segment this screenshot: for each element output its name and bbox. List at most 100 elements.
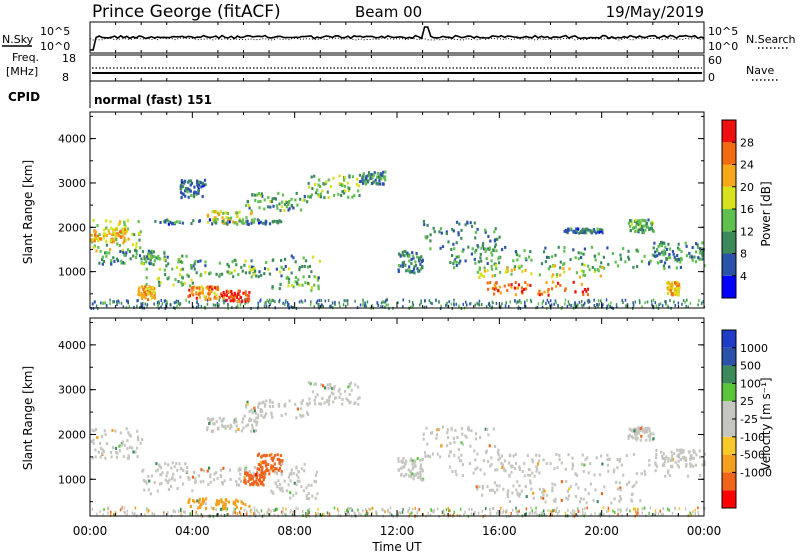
power-cell xyxy=(318,178,321,182)
velocity-cell xyxy=(297,476,300,480)
power-cell xyxy=(677,301,680,305)
power-cell xyxy=(208,292,211,296)
power-cell xyxy=(557,245,560,249)
power-cell xyxy=(310,175,313,179)
velocity-cell xyxy=(388,511,391,515)
power-cell xyxy=(558,273,562,277)
velocity-cell xyxy=(274,466,277,470)
power-cell xyxy=(105,219,108,223)
power-cell xyxy=(116,233,119,237)
power-cell xyxy=(493,292,496,296)
power-cell xyxy=(323,196,326,200)
power-cell xyxy=(521,269,524,273)
velocity-cell xyxy=(332,387,335,391)
power-cell xyxy=(676,258,679,261)
power-cell xyxy=(181,261,184,265)
power-cell xyxy=(432,226,435,230)
power-cell xyxy=(478,276,481,279)
power-cell xyxy=(483,247,486,251)
velocity-cell xyxy=(295,416,298,420)
power-cell xyxy=(622,301,624,305)
power-cell xyxy=(306,265,309,269)
velocity-cell xyxy=(184,511,186,514)
power-cell xyxy=(424,299,426,303)
velocity-cell xyxy=(515,488,518,492)
power-cell xyxy=(178,220,181,224)
power-cell xyxy=(263,272,266,276)
power-cell xyxy=(112,231,115,235)
power-cell xyxy=(401,263,404,267)
power-cell xyxy=(580,283,583,286)
velocity-cell xyxy=(225,499,228,503)
velocity-cell xyxy=(220,468,223,472)
velocity-cell xyxy=(256,467,259,471)
power-cell xyxy=(146,303,149,307)
power-cell xyxy=(244,293,248,297)
power-cell xyxy=(487,287,490,291)
power-cell xyxy=(592,229,595,233)
velocity-cell xyxy=(560,461,563,465)
power-cell xyxy=(631,226,635,230)
velocity-cell xyxy=(619,508,621,512)
velocity-cell xyxy=(259,475,262,479)
velocity-cell xyxy=(553,508,555,512)
power-cell xyxy=(642,231,645,235)
power-cell xyxy=(674,289,677,293)
velocity-cell xyxy=(320,383,323,387)
power-cell xyxy=(588,300,591,304)
power-cell xyxy=(404,263,407,267)
power-cell xyxy=(256,193,259,197)
velocity-cell xyxy=(257,478,260,482)
velocity-cell xyxy=(246,402,249,406)
power-cell xyxy=(484,228,487,232)
velocity-cell xyxy=(580,462,584,466)
velocity-cell xyxy=(619,486,622,490)
power-cell xyxy=(664,300,667,304)
power-cell xyxy=(102,301,105,305)
velocity-cell xyxy=(579,500,582,504)
power-cell xyxy=(563,229,566,233)
velocity-cell xyxy=(207,483,210,486)
power-cell xyxy=(496,237,499,241)
power-cell xyxy=(410,257,413,261)
power-cell xyxy=(163,255,166,259)
velocity-cell xyxy=(584,458,587,462)
power-cell xyxy=(635,248,638,252)
power-cell xyxy=(677,282,680,286)
power-cell xyxy=(505,301,507,305)
power-cell xyxy=(452,242,455,246)
power-cell xyxy=(619,257,623,261)
velocity-cell xyxy=(489,511,492,515)
velocity-cell xyxy=(227,500,230,504)
velocity-cell xyxy=(251,483,254,487)
power-cell xyxy=(564,298,567,302)
velocity-cell xyxy=(400,473,403,476)
power-cell xyxy=(165,304,167,308)
power-cell xyxy=(203,178,207,182)
power-cell xyxy=(238,219,241,223)
velocity-cell xyxy=(689,462,692,466)
velocity-cell xyxy=(158,463,161,467)
power-cell xyxy=(411,301,414,305)
power-cell xyxy=(652,229,655,233)
velocity-cell xyxy=(602,506,605,510)
power-cell xyxy=(267,300,270,304)
velocity-colorbar-tick-label: 500 xyxy=(740,360,761,373)
power-cell xyxy=(177,299,180,303)
power-cell xyxy=(172,283,175,287)
power-cell xyxy=(528,255,531,259)
power-cell xyxy=(516,286,519,290)
power-cell xyxy=(280,259,283,262)
velocity-cell xyxy=(654,461,657,465)
velocity-cell xyxy=(349,381,352,385)
power-cell xyxy=(515,253,518,257)
power-cell xyxy=(473,250,476,254)
velocity-cell xyxy=(269,513,271,517)
velocity-cell xyxy=(595,456,598,460)
power-cell xyxy=(211,285,214,289)
power-cell xyxy=(358,194,361,197)
power-cell xyxy=(296,203,299,207)
power-cell xyxy=(135,242,138,246)
